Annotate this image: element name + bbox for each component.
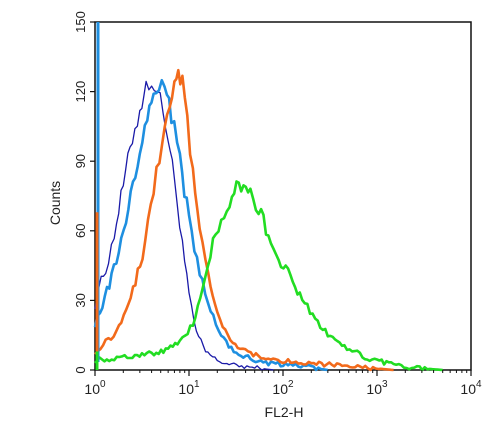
histogram-series-line: [93, 180, 443, 372]
histogram-series-line: [93, 78, 328, 372]
x-tick-label: 102: [272, 379, 294, 397]
x-axis-label: FL2-H: [265, 404, 304, 420]
y-tick-label: 30: [73, 293, 88, 307]
histogram-series-line: [94, 80, 274, 371]
y-tick-label: 150: [73, 11, 88, 33]
axis-layer: 0 30 60 90 120 150 100 101 102 103 104: [73, 11, 482, 397]
y-axis-label: Counts: [47, 181, 63, 225]
series-layer: [93, 22, 443, 372]
x-tick-label: 100: [84, 379, 106, 397]
x-tick-label: 104: [460, 379, 482, 397]
y-tick-label: 0: [73, 366, 88, 373]
histogram-series-line: [94, 68, 394, 372]
plot-area: [94, 21, 472, 371]
x-tick-label: 103: [366, 379, 388, 397]
x-tick-label: 101: [178, 379, 200, 397]
y-tick-label: 60: [73, 224, 88, 238]
y-tick-label: 120: [73, 81, 88, 103]
y-tick-label: 90: [73, 154, 88, 168]
plot-frame: [94, 21, 472, 371]
